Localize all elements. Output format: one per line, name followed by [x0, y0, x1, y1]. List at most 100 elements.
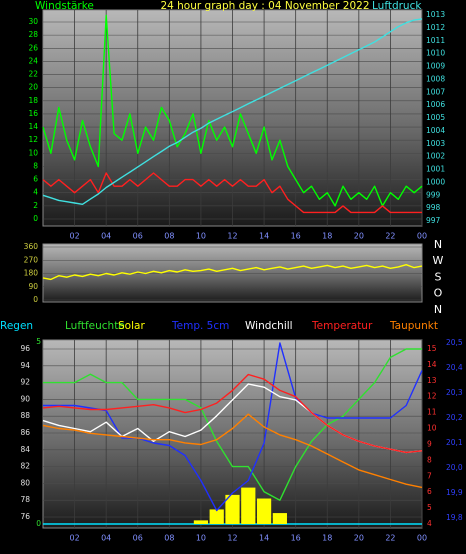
tick-label: 84	[20, 445, 30, 454]
x-tick-label: 16	[291, 232, 301, 241]
tick-label: 1011	[426, 36, 445, 45]
tick-label: 26	[28, 43, 38, 52]
x-tick-label: 12	[227, 232, 237, 241]
tick-label: 1013	[426, 10, 445, 19]
tick-label: 12	[427, 392, 437, 401]
series-line	[42, 264, 423, 281]
tick-label: 1010	[426, 49, 445, 58]
x-tick-label: 04	[101, 534, 111, 543]
tick-label: 12	[28, 135, 38, 144]
compass-label: O	[434, 287, 443, 300]
x-tick-label: 08	[164, 534, 174, 543]
tick-label: 13	[427, 376, 437, 385]
compass-label: W	[433, 254, 444, 267]
tick-label: 1004	[426, 126, 445, 135]
tick-label: 9	[427, 439, 432, 448]
series-line	[42, 373, 423, 454]
x-tick-label: 18	[322, 534, 332, 543]
tick-label: 90	[28, 282, 38, 291]
tick-label: 14	[28, 122, 38, 131]
series-line	[42, 413, 423, 489]
tick-label: 1002	[426, 152, 445, 161]
tick-label: 96	[20, 344, 30, 353]
tick-label: 78	[20, 495, 30, 504]
tick-label: 76	[20, 512, 30, 521]
x-tick-label: 14	[259, 534, 269, 543]
tick-label: 20,2	[446, 413, 463, 422]
compass-label: N	[434, 303, 442, 316]
tick-label: 360	[24, 242, 39, 251]
tick-label: 19,8	[446, 513, 463, 522]
chart-title: 24 hour graph day : 04 November 2022	[160, 0, 369, 12]
tick-label: 20,4	[446, 363, 463, 372]
x-tick-label: 08	[164, 232, 174, 241]
plot-background	[42, 243, 423, 303]
x-tick-label: 04	[101, 232, 111, 241]
x-tick-label: 06	[133, 534, 143, 543]
solar-bar	[193, 520, 209, 524]
x-tick-label: 00	[417, 534, 427, 543]
series-line	[43, 342, 423, 512]
tick-label: 7	[427, 471, 432, 480]
x-tick-label: 12	[227, 534, 237, 543]
x-tick-label: 14	[259, 232, 269, 241]
compass-label: N	[434, 238, 442, 251]
x-tick-label: 10	[196, 232, 206, 241]
tick-label: 94	[20, 361, 30, 370]
tick-label: 22	[28, 70, 38, 79]
tick-label: 90	[20, 394, 30, 403]
x-tick-label: 06	[133, 232, 143, 241]
solar-bar	[225, 494, 240, 524]
tick-label: 88	[20, 411, 30, 420]
x-tick-label: 10	[196, 534, 206, 543]
tick-label: 1000	[426, 177, 445, 186]
x-tick-label: 22	[385, 534, 395, 543]
tick-label: 20,1	[446, 438, 463, 447]
solar-bar	[256, 498, 272, 524]
tick-label: 11	[427, 408, 437, 417]
tick-label: 92	[20, 378, 30, 387]
tick-label: 8	[427, 455, 432, 464]
series-line	[43, 348, 422, 501]
tick-label: 10	[427, 424, 437, 433]
x-tick-label: 18	[322, 232, 332, 241]
x-tick-label: 16	[291, 534, 301, 543]
tick-label: 1009	[426, 62, 445, 71]
tick-label: 2	[33, 201, 38, 210]
tick-label: 14	[427, 360, 437, 369]
legend-label: Luftdruck	[372, 0, 422, 12]
solar-bar	[209, 509, 224, 524]
tick-label: 180	[24, 269, 39, 278]
tick-label: 4	[427, 519, 432, 528]
legend-label: Taupunkt	[389, 320, 438, 332]
tick-label: 0	[33, 295, 38, 304]
series-line	[42, 14, 423, 207]
tick-label: 1005	[426, 113, 445, 122]
tick-label: 15	[427, 344, 437, 353]
x-tick-label: 20	[354, 232, 364, 241]
solar-bar	[241, 487, 256, 524]
tick-label: 8	[33, 161, 38, 170]
tick-label: 28	[28, 30, 38, 39]
tick-label: 270	[24, 255, 39, 264]
tick-label: 18	[28, 96, 38, 105]
legend-label: Solar	[118, 320, 145, 332]
tick-label: 10	[28, 148, 38, 157]
tick-label: 1006	[426, 100, 445, 109]
tick-label: 4	[33, 188, 38, 197]
legend-label: Regen	[0, 320, 33, 332]
tick-label: 6	[427, 487, 432, 496]
legend-label: Windchill	[245, 320, 293, 332]
series-line	[42, 18, 423, 205]
tick-label: 86	[20, 428, 30, 437]
tick-label: 19,9	[446, 488, 463, 497]
tick-label: 998	[426, 203, 441, 212]
legend-label: Windstärke	[35, 0, 94, 12]
legend-label: Temp. 5cm	[171, 320, 229, 332]
tick-label: 80	[20, 478, 30, 487]
tick-label: 5	[427, 503, 432, 512]
tick-label: 0	[33, 214, 38, 223]
tick-label: 997	[426, 216, 441, 225]
